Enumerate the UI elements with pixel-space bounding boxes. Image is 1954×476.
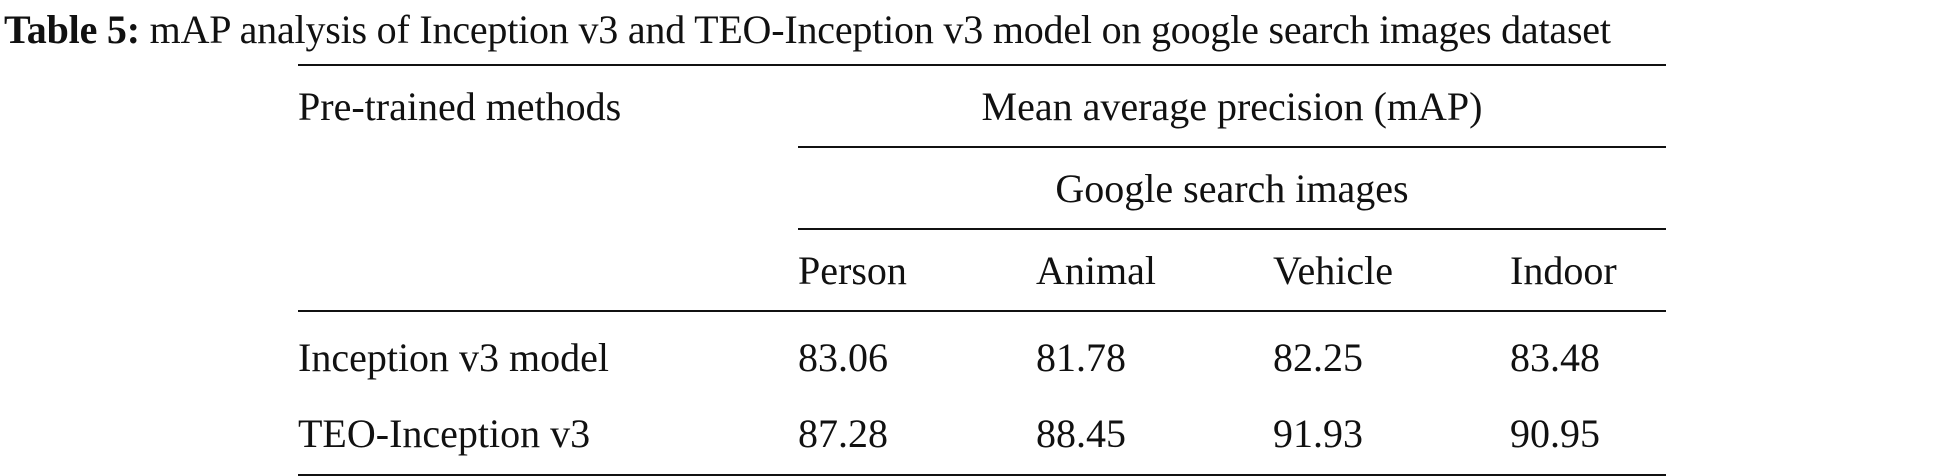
cell-value: 88.45 <box>1036 410 1126 456</box>
results-table: Pre-trained methods Mean average precisi… <box>298 64 1666 476</box>
metric-header: Mean average precision (mAP) <box>798 64 1666 148</box>
table-row: TEO-Inception v3 87.28 88.45 91.93 90.95 <box>298 398 1666 475</box>
cell-value: 91.93 <box>1273 410 1363 456</box>
cell-value: 90.95 <box>1510 410 1600 456</box>
caption-text: mAP analysis of Inception v3 and TEO-Inc… <box>149 7 1611 52</box>
column-header-indoor: Indoor <box>1510 247 1617 293</box>
caption-label: Table 5: <box>4 7 140 52</box>
column-header-animal: Animal <box>1036 247 1156 293</box>
row-method: Inception v3 model <box>298 334 610 380</box>
column-header-vehicle: Vehicle <box>1273 247 1393 293</box>
cell-value: 83.06 <box>798 334 888 380</box>
empty-header-cell <box>298 229 798 311</box>
empty-header-cell <box>298 147 798 229</box>
cell-value: 82.25 <box>1273 334 1363 380</box>
cell-value: 87.28 <box>798 410 888 456</box>
results-table-container: Pre-trained methods Mean average precisi… <box>298 64 1666 476</box>
cell-value: 83.48 <box>1510 334 1600 380</box>
method-header: Pre-trained methods <box>298 64 798 147</box>
row-method: TEO-Inception v3 <box>298 410 591 456</box>
column-header-person: Person <box>798 247 907 293</box>
table-row: Inception v3 model 83.06 81.78 82.25 83.… <box>298 311 1666 398</box>
table-caption: Table 5: mAP analysis of Inception v3 an… <box>4 6 1950 54</box>
cell-value: 81.78 <box>1036 334 1126 380</box>
dataset-header: Google search images <box>798 147 1666 230</box>
